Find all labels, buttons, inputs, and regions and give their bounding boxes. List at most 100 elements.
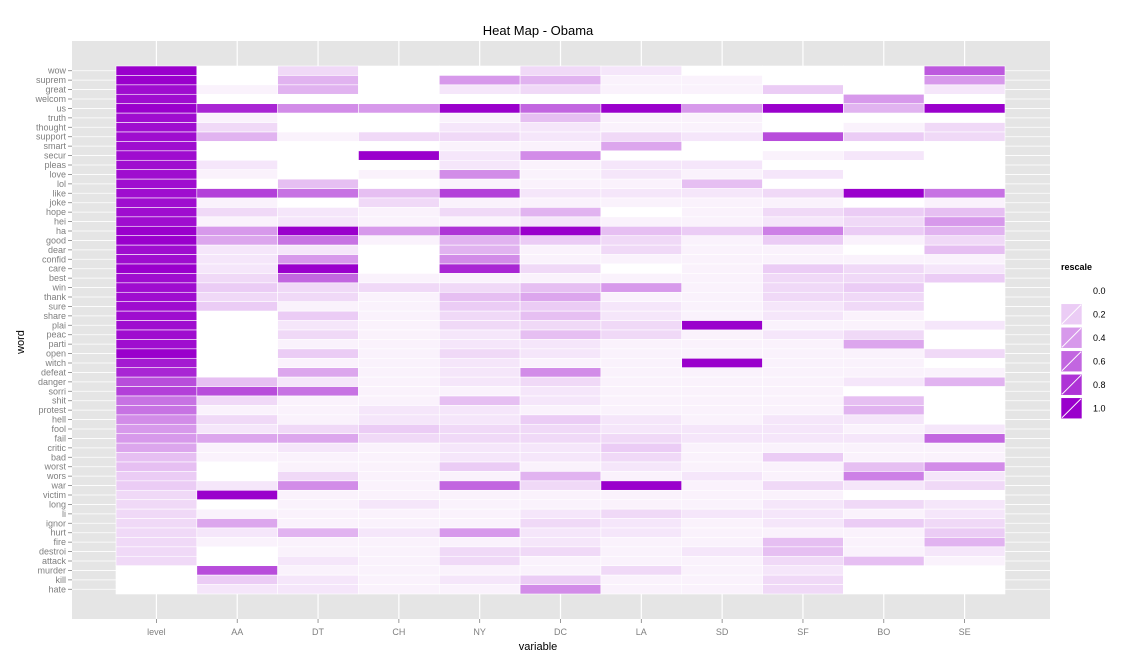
- heatmap-cell: [519, 282, 602, 293]
- heatmap-cell: [438, 197, 521, 208]
- heatmap-cell: [923, 555, 1006, 567]
- heatmap-cell: [277, 329, 359, 340]
- heatmap-cell: [277, 112, 359, 123]
- heatmap-cell: [762, 527, 844, 538]
- heatmap-cell: [843, 225, 925, 237]
- heatmap-cell: [196, 348, 278, 359]
- heatmap-cell: [115, 197, 198, 208]
- heatmap-cell: [277, 480, 359, 491]
- heatmap-cell: [519, 423, 602, 435]
- y-tick-label: murder: [37, 565, 66, 575]
- heatmap-cell: [681, 159, 763, 171]
- heatmap-cell: [923, 376, 1006, 387]
- y-tick-label: defeat: [41, 367, 67, 377]
- heatmap-cell: [196, 442, 278, 453]
- heatmap-cell: [681, 461, 763, 472]
- heatmap-cell: [115, 75, 198, 86]
- heatmap-cell: [762, 301, 844, 312]
- heatmap-cell: [438, 169, 521, 180]
- heatmap-cell: [115, 150, 198, 161]
- y-tick-label: bad: [51, 452, 66, 462]
- heatmap-cell: [519, 103, 602, 114]
- heatmap-cell: [358, 367, 440, 378]
- heatmap-cell: [358, 131, 440, 142]
- heatmap-cell: [519, 131, 602, 142]
- heatmap-cell: [681, 527, 763, 538]
- heatmap-cell: [277, 131, 359, 142]
- y-tick-label: thank: [44, 292, 67, 302]
- heatmap-cell: [196, 291, 278, 303]
- heatmap-cell: [600, 574, 683, 585]
- y-tick-label: protest: [38, 405, 66, 415]
- heatmap-cell: [196, 122, 278, 133]
- heatmap-cell: [438, 405, 521, 416]
- heatmap-cell: [358, 310, 440, 321]
- heatmap-cell: [438, 263, 521, 274]
- heatmap-cell: [115, 414, 198, 425]
- heatmap-cell: [115, 367, 198, 378]
- heatmap-cell: [519, 518, 602, 529]
- heatmap-cell: [358, 169, 440, 180]
- heatmap-cell: [600, 395, 683, 406]
- y-tick-label: fool: [51, 424, 66, 434]
- heatmap-cell: [358, 433, 440, 444]
- heatmap-cell: [196, 367, 278, 378]
- heatmap-cell: [438, 537, 521, 548]
- heatmap-cell: [681, 357, 763, 369]
- heatmap-cell: [843, 489, 925, 501]
- heatmap-cell: [115, 93, 198, 105]
- heatmap-cell: [519, 565, 602, 576]
- heatmap-cell: [843, 65, 925, 76]
- heatmap-cell: [196, 565, 278, 576]
- heatmap-cell: [681, 546, 763, 557]
- heatmap-cell: [519, 339, 602, 350]
- x-tick-label: SD: [716, 627, 729, 637]
- heatmap-cell: [115, 188, 198, 199]
- heatmap-cell: [923, 263, 1006, 274]
- heatmap-cell: [762, 555, 844, 567]
- heatmap-cell: [843, 207, 925, 218]
- heatmap-cell: [519, 122, 602, 133]
- heatmap-cell: [519, 207, 602, 218]
- heatmap-cell: [843, 320, 925, 331]
- heatmap-cell: [681, 310, 763, 321]
- heatmap-cell: [843, 348, 925, 359]
- heatmap-cell: [600, 310, 683, 321]
- heatmap-cell: [519, 244, 602, 255]
- heatmap-cell: [196, 546, 278, 557]
- y-tick-label: ha: [56, 226, 66, 236]
- heatmap-cell: [196, 93, 278, 105]
- heatmap-cell: [277, 489, 359, 501]
- heatmap-cell: [358, 546, 440, 557]
- heatmap-cell: [115, 159, 198, 171]
- heatmap-cell: [115, 310, 198, 321]
- heatmap-cell: [115, 518, 198, 529]
- heatmap-cell: [115, 273, 198, 284]
- heatmap-cell: [762, 442, 844, 453]
- heatmap-cell: [762, 565, 844, 576]
- heatmap-cell: [762, 273, 844, 284]
- heatmap-cell: [923, 348, 1006, 359]
- heatmap-cell: [843, 273, 925, 284]
- heatmap-cell: [358, 376, 440, 387]
- heatmap-cell: [843, 537, 925, 548]
- heatmap-cell: [681, 216, 763, 227]
- heatmap-cell: [438, 329, 521, 340]
- heatmap-cell: [438, 93, 521, 105]
- heatmap-cell: [762, 159, 844, 171]
- heatmap-cell: [762, 348, 844, 359]
- heatmap-cell: [358, 574, 440, 585]
- heatmap-cell: [923, 480, 1006, 491]
- heatmap-cell: [681, 555, 763, 567]
- heatmap-cell: [762, 395, 844, 406]
- heatmap-cell: [438, 273, 521, 284]
- heatmap-cell: [358, 499, 440, 510]
- heatmap-cell: [843, 584, 925, 595]
- heatmap-cell: [196, 461, 278, 472]
- heatmap-cell: [115, 442, 198, 453]
- heatmap-cell: [843, 282, 925, 293]
- heatmap-cell: [681, 565, 763, 576]
- y-tick-label: win: [51, 283, 66, 293]
- heatmap-cell: [196, 235, 278, 246]
- heatmap-cell: [681, 225, 763, 237]
